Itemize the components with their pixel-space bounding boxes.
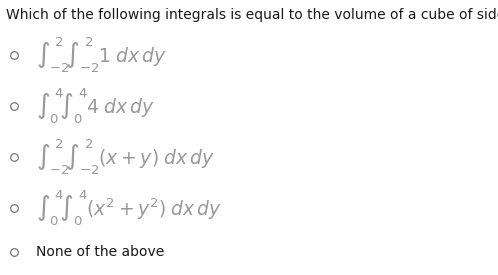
- Text: None of the above: None of the above: [36, 245, 164, 258]
- Text: Which of the following integrals is equal to the volume of a cube of side length: Which of the following integrals is equa…: [6, 8, 498, 22]
- Text: $\int_{0}^{\,4}\!\int_{0}^{\,4} 4\; dx\, dy$: $\int_{0}^{\,4}\!\int_{0}^{\,4} 4\; dx\,…: [36, 86, 154, 126]
- Text: $\int_{-2}^{\,2}\!\int_{-2}^{\,2} 1\; dx\, dy$: $\int_{-2}^{\,2}\!\int_{-2}^{\,2} 1\; dx…: [36, 35, 167, 75]
- Text: $\int_{0}^{\,4}\!\int_{0}^{\,4} (x^2+y^2)\; dx\, dy$: $\int_{0}^{\,4}\!\int_{0}^{\,4} (x^2+y^2…: [36, 188, 222, 227]
- Text: $\int_{-2}^{\,2}\!\int_{-2}^{\,2} (x+y)\; dx\, dy$: $\int_{-2}^{\,2}\!\int_{-2}^{\,2} (x+y)\…: [36, 137, 215, 177]
